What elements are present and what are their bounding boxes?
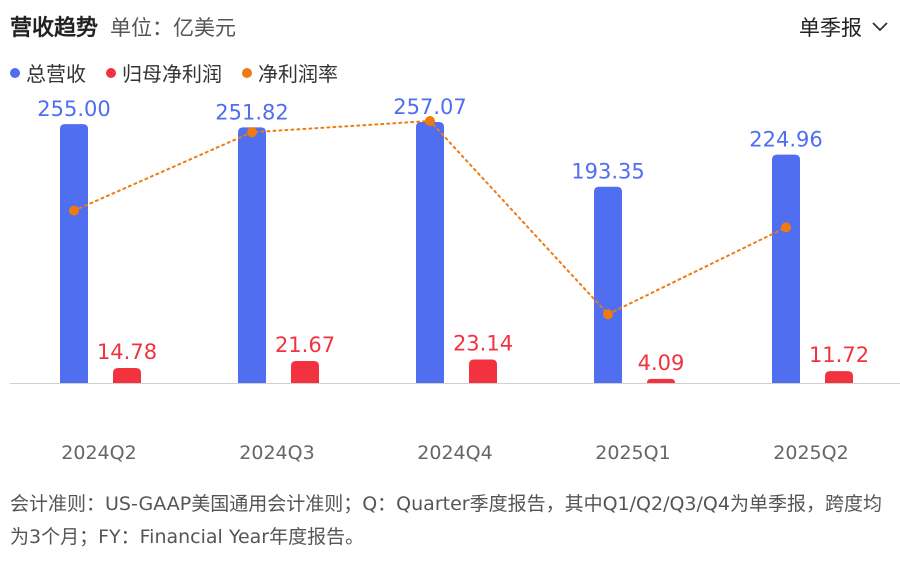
net-income-value-label: 14.78 (97, 340, 157, 364)
revenue-value-label: 255.00 (37, 97, 110, 121)
net-income-value-label: 11.72 (809, 343, 869, 367)
net-income-bar (291, 360, 319, 383)
period-selector-label: 单季报 (799, 16, 862, 40)
x-tick-label: 2025Q2 (773, 442, 848, 464)
revenue-bar (238, 127, 266, 383)
net-income-value-label: 4.09 (638, 351, 685, 375)
x-tick-label: 2024Q3 (239, 442, 314, 464)
legend-dot (106, 67, 116, 78)
net-margin-point (247, 127, 257, 138)
period-selector[interactable]: 单季报 (799, 12, 888, 42)
legend-item-net-income[interactable]: 归母净利润 (106, 58, 222, 87)
net-margin-point (425, 116, 435, 126)
legend-item-revenue[interactable]: 总营收 (10, 58, 86, 87)
net-income-bar (469, 359, 497, 383)
net-income-value-label: 21.67 (275, 333, 335, 357)
chart-header: 营收趋势 单位：亿美元 (10, 10, 236, 44)
legend-label: 归母净利润 (122, 62, 222, 86)
x-tick-label: 2024Q2 (61, 442, 136, 464)
legend-dot (242, 67, 252, 78)
legend-dot (10, 67, 20, 78)
chart-title: 营收趋势 (10, 16, 99, 41)
net-margin-point (69, 205, 79, 216)
net-income-bar (647, 378, 675, 383)
revenue-trend-chart: 255.00 14.78 2024Q2 251.82 21.67 2024Q3 257.07… (10, 95, 900, 464)
revenue-bar (416, 122, 444, 383)
chart-legend: 总营收 归母净利润 净利润率 (10, 58, 338, 87)
x-tick-label: 2024Q4 (417, 442, 492, 464)
net-income-value-label: 23.14 (453, 332, 513, 356)
revenue-value-label: 193.35 (571, 160, 644, 184)
legend-label: 净利润率 (258, 62, 338, 86)
net-margin-point (603, 309, 613, 320)
revenue-bar (594, 186, 622, 383)
chevron-down-icon (872, 22, 888, 32)
revenue-value-label: 224.96 (749, 128, 822, 152)
footnote: 会计准则：US-GAAP美国通用会计准则；Q：Quarter季度报告，其中Q1/… (10, 493, 882, 548)
legend-label: 总营收 (26, 62, 86, 86)
legend-item-margin[interactable]: 净利润率 (242, 58, 338, 87)
revenue-bar (60, 124, 88, 383)
net-income-bar (825, 371, 853, 383)
net-margin-point (781, 222, 791, 233)
revenue-bar (772, 154, 800, 383)
x-tick-label: 2025Q1 (595, 442, 670, 464)
revenue-value-label: 257.07 (393, 95, 466, 119)
revenue-value-label: 251.82 (215, 100, 288, 124)
net-income-bar (113, 367, 141, 383)
unit-label: 单位：亿美元 (110, 16, 237, 40)
